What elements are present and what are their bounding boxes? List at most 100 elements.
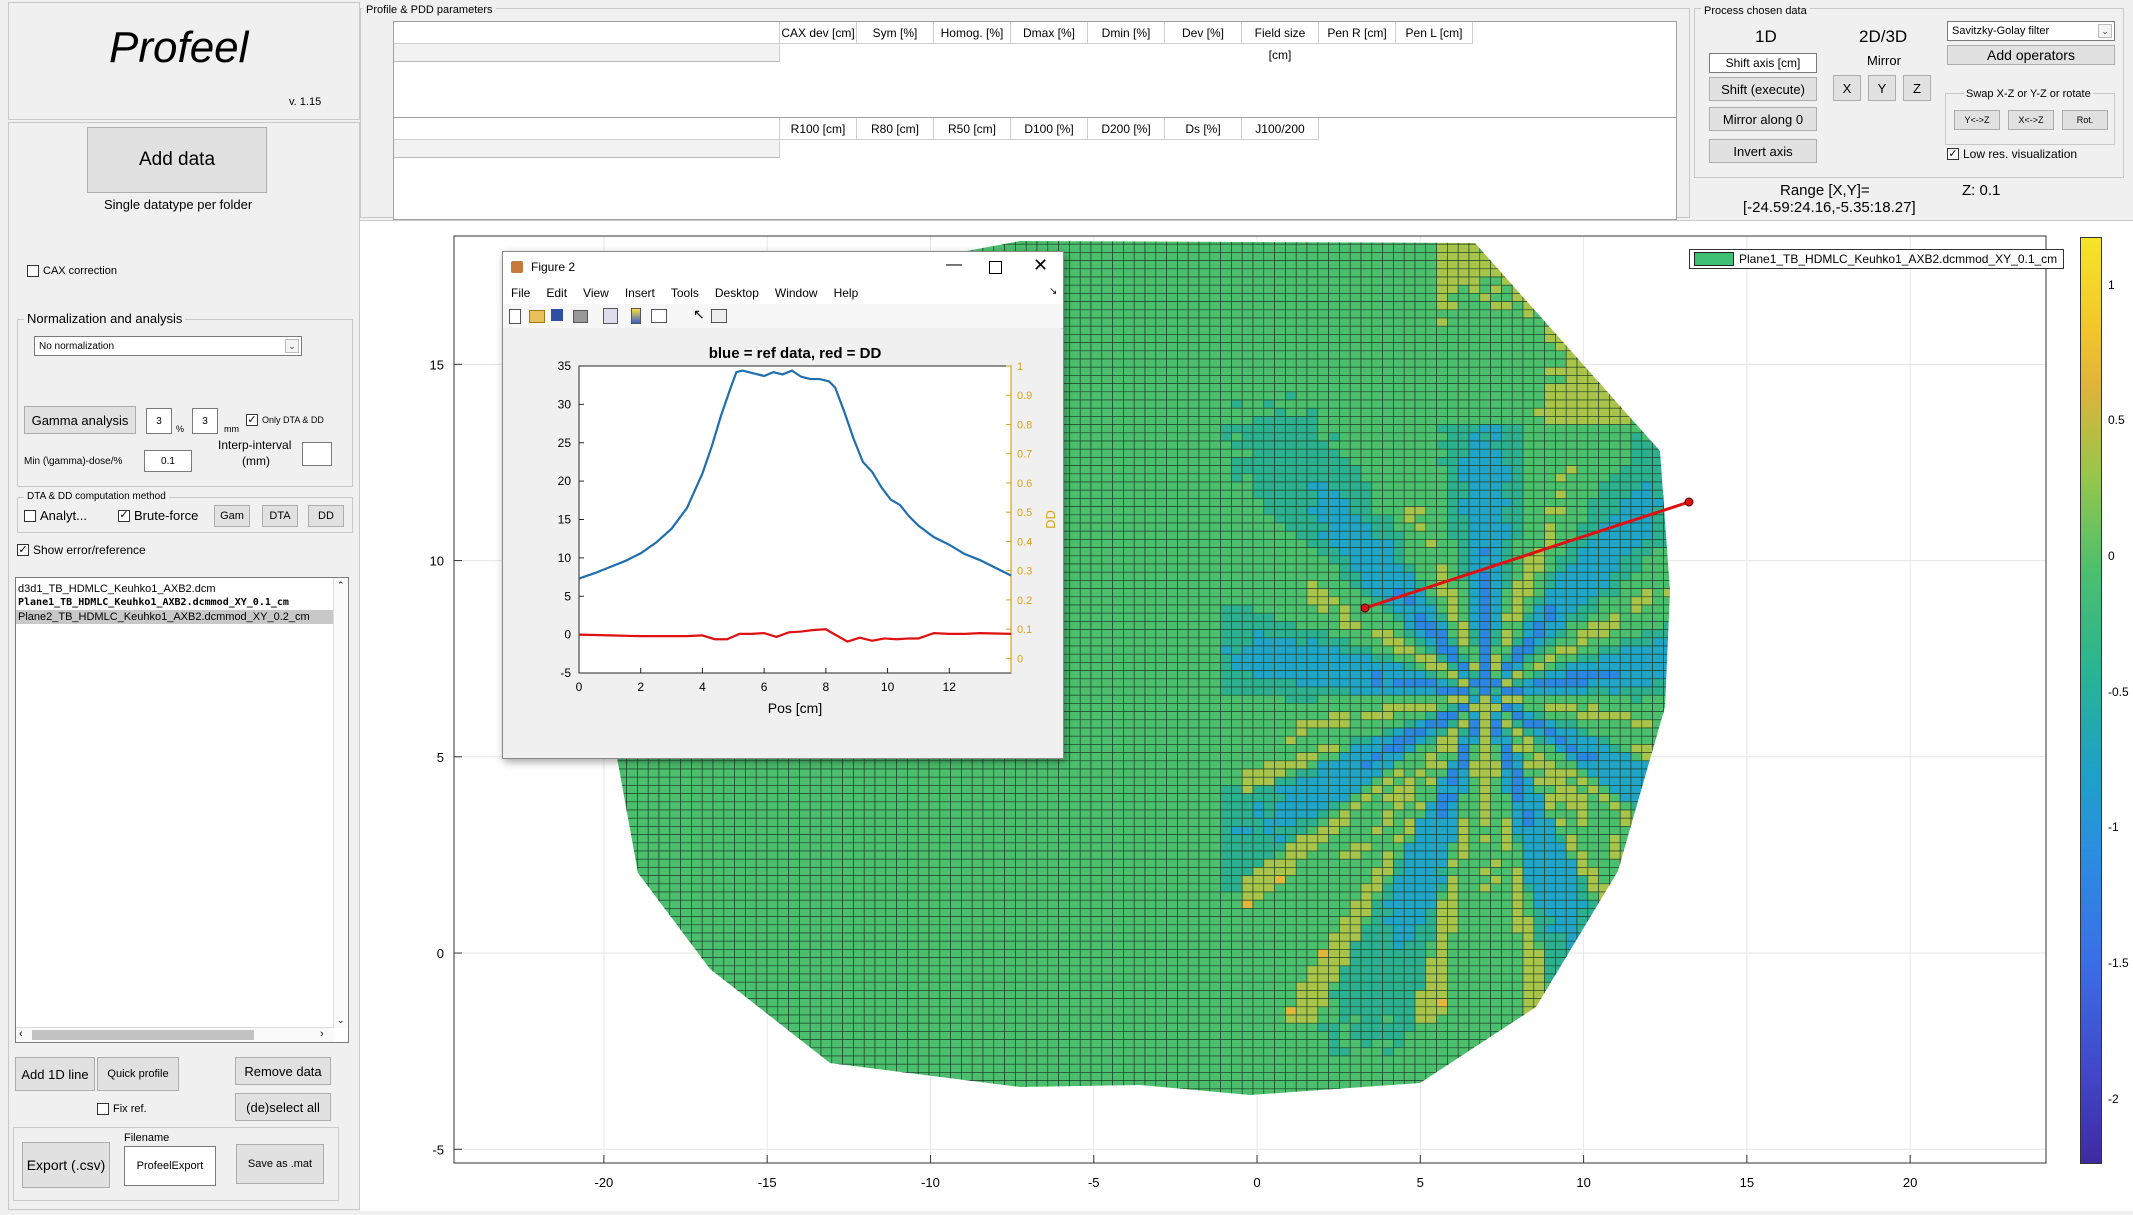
chevron-down-icon[interactable]: ⌄	[2098, 24, 2112, 38]
dose-cell	[1328, 301, 1340, 311]
dose-cell	[1069, 621, 1081, 630]
dose-cell	[1511, 241, 1524, 245]
add-1d-line-button[interactable]: Add 1D line	[15, 1057, 95, 1091]
mirror-x-button[interactable]: X	[1833, 75, 1861, 101]
dose-cell	[1479, 391, 1491, 401]
scroll-right-icon[interactable]: ›	[320, 1028, 324, 1040]
filter-select[interactable]: Savitzky-Golay filter ⌄	[1947, 21, 2115, 41]
shift-axis-input[interactable]: Shift axis [cm]	[1709, 53, 1817, 73]
dose-cell	[1198, 498, 1211, 507]
remove-data-button[interactable]: Remove data	[235, 1057, 331, 1085]
add-operators-button[interactable]: Add operators	[1947, 45, 2115, 65]
analyt-checkbox[interactable]: Analyt...	[24, 508, 87, 523]
rotate-button[interactable]: Rot.	[2062, 110, 2108, 130]
swap-yz-button[interactable]: Y<->Z	[1954, 110, 2000, 130]
dose-cell	[1425, 596, 1437, 606]
dd-button[interactable]: DD	[308, 505, 344, 527]
show-error-checkbox[interactable]: ✓ Show error/reference	[17, 543, 146, 557]
fix-ref-checkbox[interactable]: Fix ref.	[97, 1103, 147, 1115]
brute-force-checkbox[interactable]: ✓ Brute-force	[118, 508, 198, 523]
dose-cell	[1674, 302, 1685, 310]
dose-cell	[1371, 391, 1383, 401]
dose-cell	[1220, 547, 1232, 557]
export-group: Filename Export (.csv) ProfeelExport Sav…	[13, 1127, 339, 1201]
dose-cell	[1187, 424, 1200, 434]
scroll-up-icon[interactable]: ⌃	[337, 580, 345, 590]
dose-cell	[1414, 325, 1427, 335]
dose-cell	[1533, 489, 1545, 499]
scroll-down-icon[interactable]: ⌄	[337, 1015, 345, 1025]
dose-cell	[1587, 588, 1599, 598]
scroll-left-icon[interactable]: ‹	[19, 1028, 23, 1040]
gamma-mm-input[interactable]: 3	[192, 408, 218, 434]
file-list[interactable]: d3d1_TB_HDMLC_Keuhko1_AXB2.dcm Plane1_TB…	[15, 577, 349, 1043]
dose-cell	[1144, 407, 1157, 417]
dose-cell	[1123, 383, 1135, 393]
dose-cell	[1123, 465, 1135, 475]
dose-cell	[1317, 325, 1329, 335]
dose-cell	[1652, 563, 1664, 573]
cax-correction-checkbox[interactable]: CAX correction	[27, 265, 117, 277]
dta-button[interactable]: DTA	[262, 505, 298, 527]
dose-cell	[1187, 293, 1200, 302]
scroll-thumb[interactable]	[32, 1030, 254, 1040]
dose-cell	[1231, 416, 1243, 425]
dose-cell	[1565, 604, 1578, 614]
invert-axis-button[interactable]: Invert axis	[1709, 139, 1817, 163]
list-item[interactable]: Plane1_TB_HDMLC_Keuhko1_AXB2.dcmmod_XY_0…	[18, 597, 289, 608]
dose-cell	[1511, 522, 1524, 532]
dose-cell	[1241, 317, 1254, 327]
dose-cell	[1447, 293, 1459, 302]
dose-cell	[1112, 563, 1124, 573]
dose-cell	[1511, 260, 1524, 270]
dose-cell	[1544, 465, 1556, 475]
gamma-percent-input[interactable]: 3	[146, 408, 172, 434]
mirror-along-0-button[interactable]: Mirror along 0	[1709, 107, 1817, 131]
save-mat-button[interactable]: Save as .mat	[236, 1144, 324, 1184]
dose-cell	[1306, 243, 1319, 253]
mirror-z-button[interactable]: Z	[1903, 75, 1931, 101]
dose-cell	[1565, 252, 1578, 261]
horizontal-scrollbar[interactable]: ‹ ›	[16, 1027, 334, 1042]
dose-cell	[1069, 522, 1081, 532]
dose-cell	[1349, 301, 1362, 311]
dose-cell	[1209, 588, 1221, 598]
dose-cell	[1598, 317, 1610, 327]
only-dta-dd-checkbox[interactable]: ✓ Only DTA & DD	[246, 414, 324, 426]
mirror-y-button[interactable]: Y	[1868, 75, 1896, 101]
dose-cell	[1090, 621, 1103, 630]
gamma-analysis-button[interactable]: Gamma analysis	[24, 406, 136, 434]
dose-cell	[1328, 571, 1340, 581]
dose-cell	[1609, 506, 1621, 516]
dose-cell	[1328, 596, 1340, 606]
vertical-scrollbar[interactable]: ⌃ ⌄	[333, 578, 348, 1028]
add-data-subtitle: Single datatype per folder	[104, 197, 253, 212]
export-csv-button[interactable]: Export (.csv)	[22, 1142, 110, 1188]
dose-cell	[1533, 473, 1545, 483]
dose-cell	[1371, 481, 1383, 491]
shift-execute-button[interactable]: Shift (execute)	[1709, 77, 1817, 101]
gam-button[interactable]: Gam	[214, 505, 250, 527]
dose-cell	[1263, 506, 1275, 516]
list-item[interactable]: d3d1_TB_HDMLC_Keuhko1_AXB2.dcm	[18, 583, 216, 595]
swap-xz-button[interactable]: X<->Z	[2008, 110, 2054, 130]
min-gamma-input[interactable]: 0.1	[144, 450, 192, 472]
quick-profile-button[interactable]: Quick profile	[97, 1057, 179, 1091]
low-res-checkbox[interactable]: ✓ Low res. visualization	[1947, 147, 2077, 161]
dose-cell	[1663, 284, 1670, 294]
dose-cell	[1436, 596, 1448, 606]
add-data-button[interactable]: Add data	[87, 127, 267, 193]
normalization-select[interactable]: No normalization ⌄	[34, 336, 302, 356]
dose-cell	[1479, 375, 1491, 384]
dose-cell	[1371, 260, 1383, 270]
dose-cell	[1090, 383, 1103, 393]
dose-cell	[1317, 276, 1329, 286]
interp-input[interactable]	[302, 442, 332, 466]
filename-input[interactable]: ProfeelExport	[124, 1146, 216, 1186]
dose-cell	[1231, 366, 1243, 376]
dose-cell	[896, 241, 908, 245]
list-item[interactable]: Plane2_TB_HDMLC_Keuhko1_AXB2.dcmmod_XY_0…	[16, 610, 348, 624]
deselect-all-button[interactable]: (de)select all	[235, 1093, 331, 1121]
dose-cell	[1263, 440, 1275, 450]
chevron-down-icon[interactable]: ⌄	[285, 339, 299, 353]
